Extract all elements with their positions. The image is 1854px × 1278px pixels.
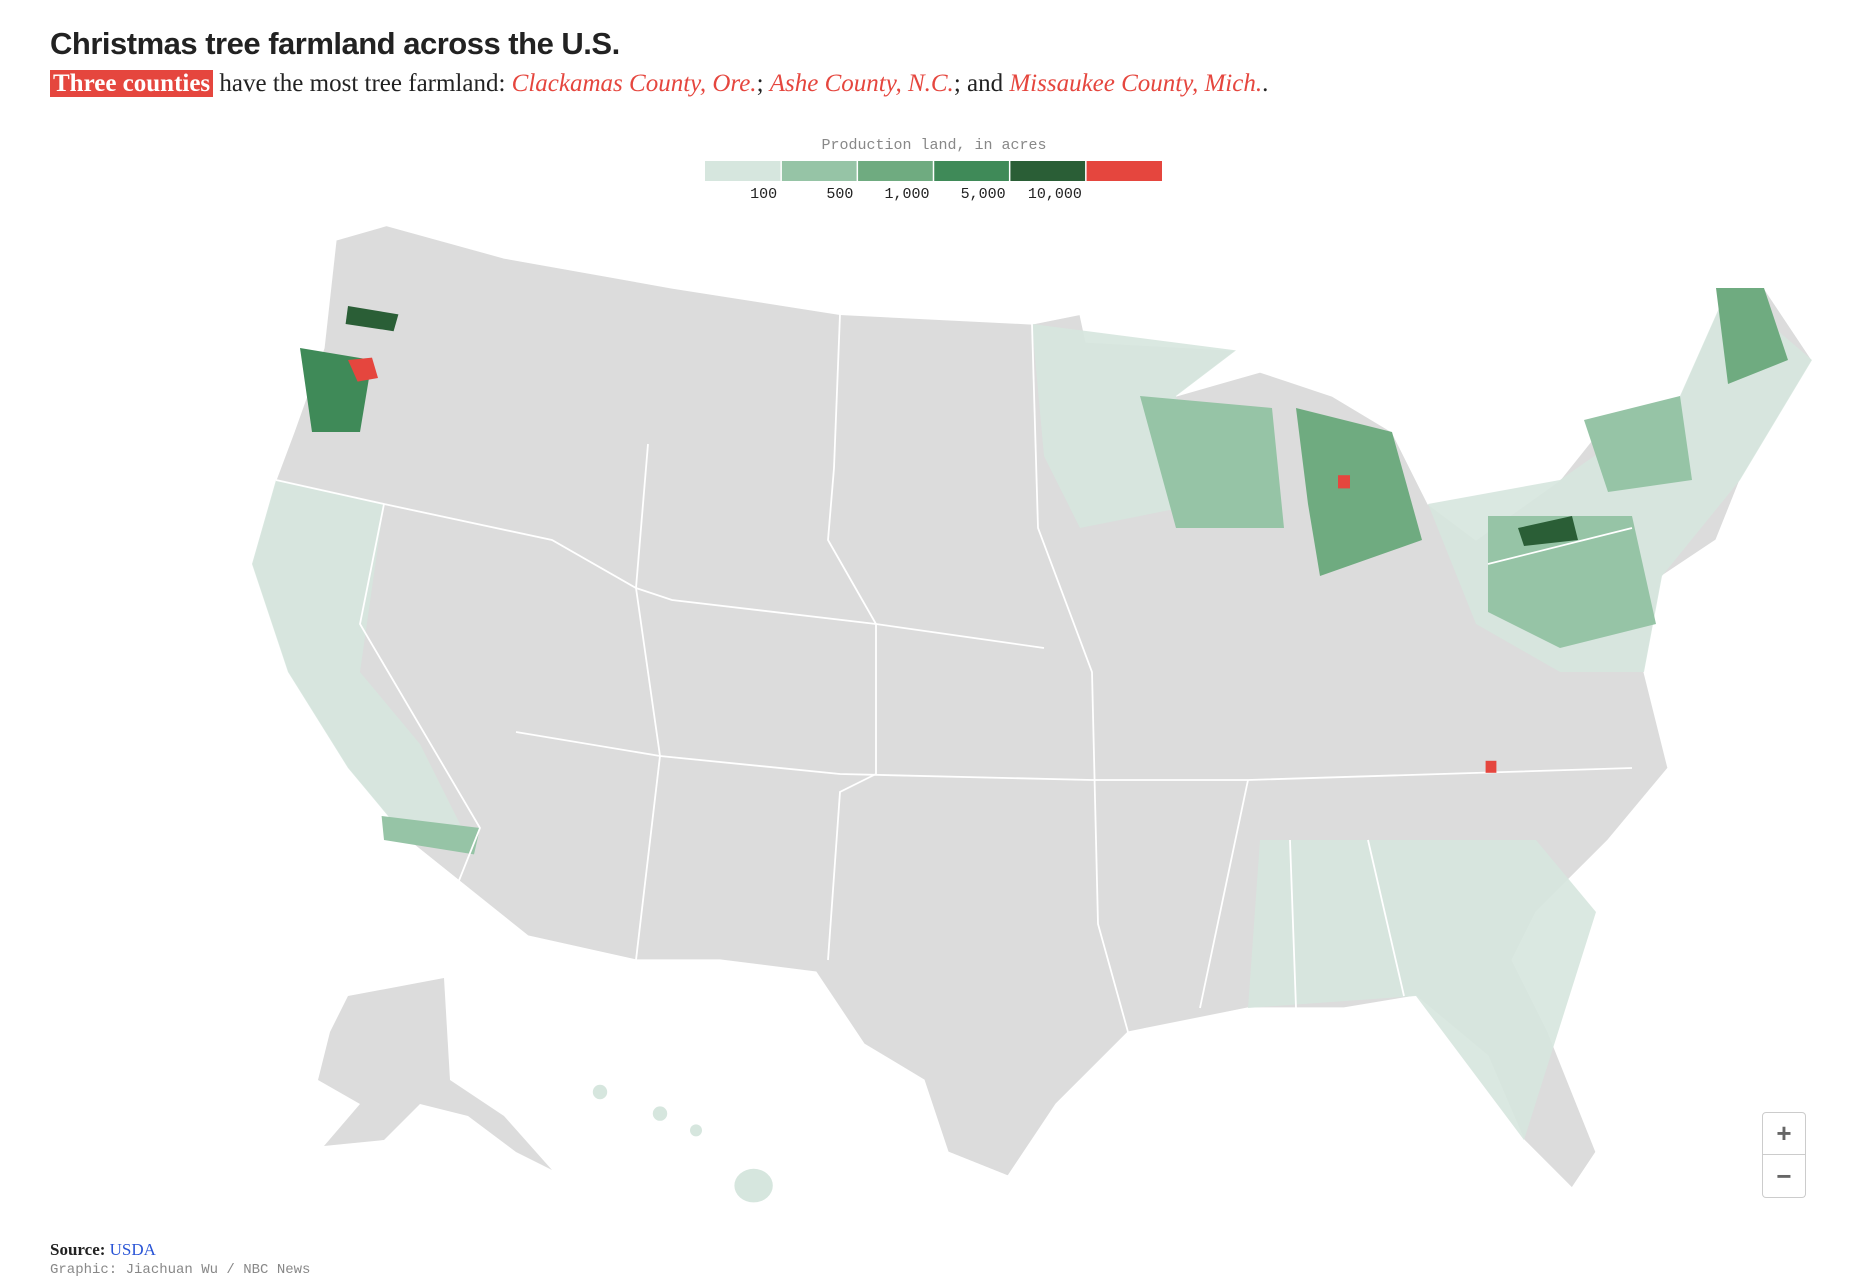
subtitle-text: ; and [953,70,1010,97]
top-counties [348,357,1497,773]
legend-swatch [857,161,934,181]
credit: Graphic: Jiachuan Wu / NBC News [50,1262,311,1278]
county: Clackamas County, Ore. [511,70,757,97]
state-lines [275,314,1633,1033]
legend-swatch [705,161,782,181]
us-mainland [251,224,1813,1189]
legend-tick-label: 10,000 [1028,186,1082,203]
county: Missaukee County, Mich. [1009,70,1263,97]
legend-swatch [781,161,858,181]
legend-tick-label: 100 [750,186,777,203]
map [251,224,1813,1203]
legend-title: Production land, in acres [821,137,1046,154]
subtitle-text: . [1262,70,1269,97]
subtitle-text: ; [756,70,770,97]
legend-swatch [933,161,1010,181]
subtitle-text: have the most tree farmland: [213,70,512,97]
legend-tick-label: 5,000 [961,186,1006,203]
legend: 100 500 1,000 5,000 10,000 [705,161,1162,203]
legend-swatch [1085,161,1162,181]
title: Christmas tree farmland across the U.S. [50,26,620,61]
zoom-in-button[interactable]: + [1762,1112,1806,1155]
alaska [318,978,552,1170]
subtitle: Three counties have the most tree farmla… [50,70,1268,98]
legend-swatch [1009,161,1086,181]
zoom-out-button[interactable]: − [1762,1155,1806,1198]
county: Ashe County, N.C. [769,70,954,97]
legend-tick-label: 1,000 [884,186,929,203]
hawaii [592,1084,773,1203]
green-areas [300,288,1789,855]
legend-tick-label: 500 [826,186,853,203]
highlight: Three counties [50,70,214,97]
source-link[interactable]: USDA [109,1240,156,1259]
source-label: Source: [50,1240,106,1259]
source: Source: USDA [50,1240,156,1260]
map-area: Production land, in acres 100 500 1,000 5,0… [251,137,1813,1203]
